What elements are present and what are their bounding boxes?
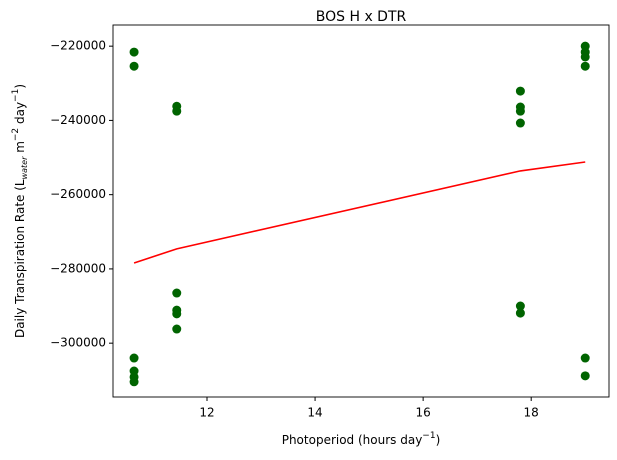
chart-title: BOS H x DTR <box>316 9 407 25</box>
point <box>129 61 139 71</box>
point <box>515 118 525 128</box>
plot-frame <box>112 24 610 398</box>
y-tick-label: −280000 <box>50 261 106 275</box>
y-tick-label: −260000 <box>50 187 106 201</box>
point <box>515 106 525 116</box>
point <box>129 377 139 387</box>
point <box>129 353 139 363</box>
point <box>515 86 525 96</box>
point <box>172 106 182 116</box>
y-tick-label: −220000 <box>50 39 106 53</box>
point <box>580 52 590 62</box>
point <box>580 353 590 363</box>
x-tick-label: 14 <box>307 406 322 420</box>
x-tick-label: 12 <box>199 406 214 420</box>
line <box>133 161 586 264</box>
point <box>515 308 525 318</box>
x-tick-label: 18 <box>524 406 539 420</box>
x-axis-label: Photoperiod (hours day−1) <box>282 431 441 447</box>
point <box>129 47 139 57</box>
y-tick-label: −300000 <box>50 336 106 350</box>
point <box>172 324 182 334</box>
point <box>580 61 590 71</box>
point <box>172 309 182 319</box>
y-tick-label: −240000 <box>50 113 106 127</box>
y-axis-label: Daily Transpiration Rate (Lwater m−2 day… <box>11 84 30 338</box>
point <box>172 288 182 298</box>
point <box>515 301 525 311</box>
x-tick-label: 16 <box>415 406 430 420</box>
point <box>580 371 590 381</box>
